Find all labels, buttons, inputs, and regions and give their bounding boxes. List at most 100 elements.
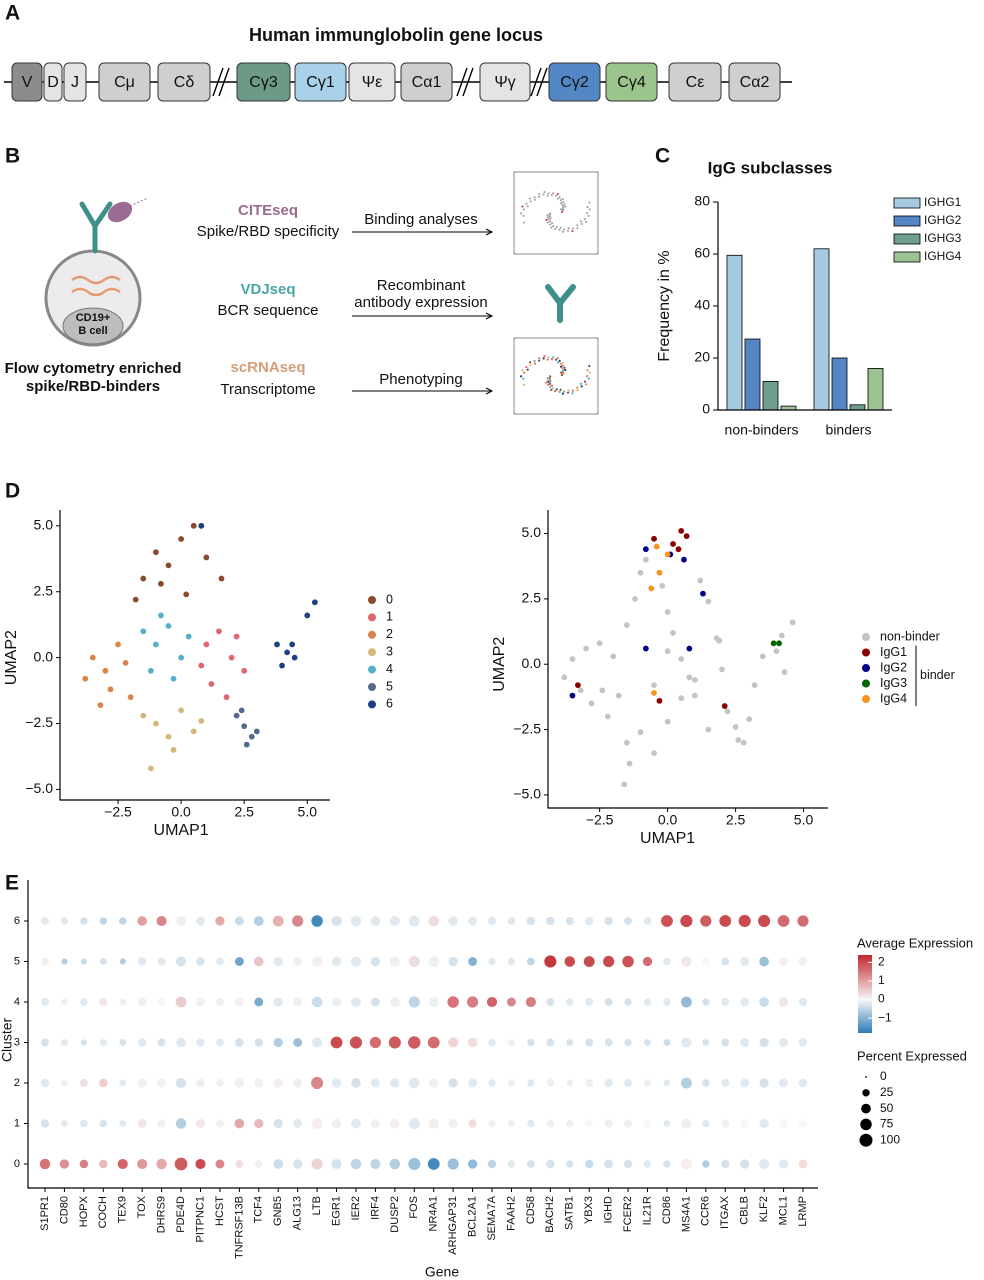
x-tick-label: TCF4 [253,1196,265,1224]
dot [99,1078,108,1088]
point [623,622,630,628]
dot [428,1118,439,1129]
dot [215,998,224,1006]
x-axis-title: Gene [425,1264,459,1280]
point [735,737,742,743]
thumbnail-dot [543,191,546,194]
dot [585,998,594,1006]
thumbnail-dot [552,192,555,195]
thumbnail-dot [586,205,589,208]
thumbnail-dot [548,213,551,216]
x-tick-label: 2.5 [234,804,254,820]
point [170,675,177,682]
thumbnail-dot [555,194,557,197]
legend-marker [368,630,376,639]
dot [468,916,478,926]
point [291,654,298,661]
legend-label: IGHG3 [924,231,962,245]
dot [293,997,303,1007]
dot [448,956,458,967]
dot [41,1038,49,1047]
dot [409,1077,420,1089]
dot [798,1119,808,1128]
point [588,700,595,707]
thumbnail-dot [546,194,549,197]
thumbnail-dot [571,392,574,395]
legend-label: 4 [386,662,393,676]
point [243,741,250,748]
point [218,575,225,582]
dot [680,996,692,1008]
dot [351,1078,361,1088]
dot [293,957,303,966]
legend-label: IgG1 [880,645,907,659]
point [575,682,581,689]
x-tick-label: NR4A1 [428,1196,440,1231]
x-tick-label: IRF4 [369,1196,381,1220]
dot [526,916,536,926]
dot [292,915,304,927]
dot [80,1039,87,1046]
gene-segment [348,62,396,102]
point [773,648,780,655]
size-legend-dot [859,1133,873,1147]
dot [663,1079,671,1087]
point [642,546,649,553]
thumbnail-dot [545,381,548,384]
point [158,612,164,619]
dot [566,998,574,1006]
size-legend-label: 25 [880,1085,894,1099]
point [152,720,159,727]
point [107,686,114,693]
thumbnail-dot [547,192,550,195]
point [284,649,291,656]
point [97,702,104,708]
x-tick-label: IGHD [603,1196,615,1224]
gene-segment [236,62,291,102]
dot [448,1078,458,1088]
point [626,760,633,767]
dot [798,1078,808,1088]
legend-swatch [893,197,921,209]
y-axis-title: Frequency in % [656,250,673,361]
dot [680,1077,692,1089]
point [670,541,676,547]
point [610,653,617,660]
gene-segment [400,62,453,102]
dot [604,1119,613,1128]
thumbnail-dot [547,218,550,221]
dot [234,997,244,1007]
thumbnail-dot [559,388,562,391]
dot [99,958,107,965]
thumbnail-dot [588,364,591,368]
x-tick-label: CCR6 [700,1196,712,1226]
dot [448,1037,459,1048]
thumbnail-dot [555,388,558,391]
dot [525,996,536,1008]
thumbnail-dot [548,376,551,379]
axis [59,510,330,801]
legend-label: IGHG1 [924,195,962,209]
thumbnail-dot [538,193,541,196]
legend-label: IGHG4 [924,249,962,263]
dot [604,1038,613,1047]
bar [744,338,761,411]
dot [565,917,574,925]
dot [566,1039,574,1046]
x-tick-label: COCH [97,1196,109,1228]
thumbnail-dot [588,371,591,374]
point [651,750,657,757]
thumbnail-dot [576,224,579,227]
point [604,713,611,720]
dot [196,997,205,1007]
size-legend-dot [860,1118,872,1131]
y-tick-label: 3 [14,1036,20,1048]
dot [798,997,808,1007]
dot [273,956,283,967]
dot [254,1078,264,1088]
dot [702,957,710,966]
dot [99,1159,108,1169]
dot [721,957,730,966]
dot [215,1159,225,1169]
dot [604,1159,614,1169]
